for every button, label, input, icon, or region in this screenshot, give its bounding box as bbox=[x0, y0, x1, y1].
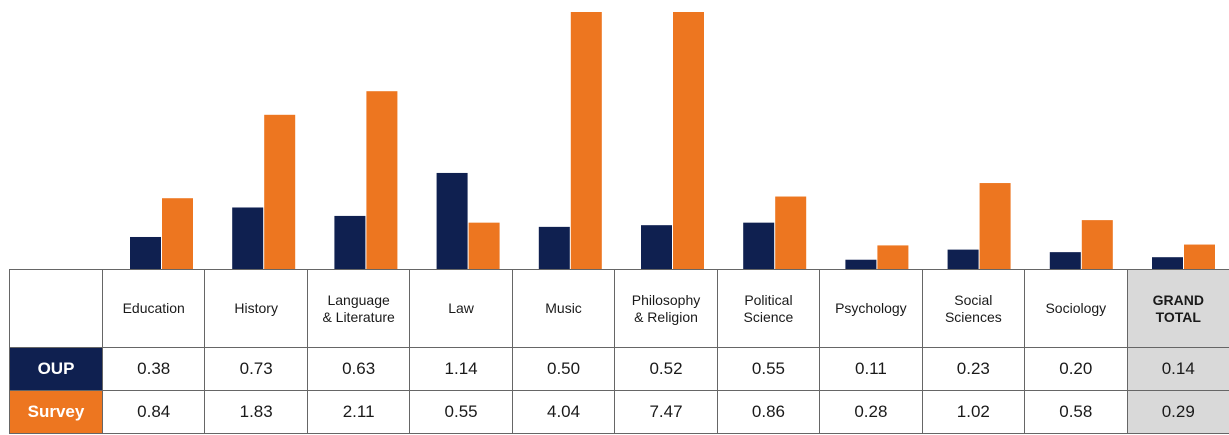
survey-bar bbox=[162, 198, 193, 269]
oup-value: 0.38 bbox=[101, 347, 206, 391]
oup-bar bbox=[947, 249, 979, 269]
legend-survey: Survey bbox=[9, 390, 103, 434]
oup-value: 0.20 bbox=[1024, 347, 1128, 391]
category-label: Social Sciences bbox=[921, 269, 1026, 348]
oup-bar bbox=[538, 226, 570, 269]
survey-value: 1.02 bbox=[921, 390, 1026, 434]
table-corner-cell bbox=[9, 269, 103, 348]
oup-value: 0.23 bbox=[921, 347, 1026, 391]
survey-value: 7.47 bbox=[614, 390, 718, 434]
oup-value: 0.11 bbox=[819, 347, 923, 391]
survey-bar bbox=[877, 245, 909, 269]
survey-value: 0.86 bbox=[716, 390, 821, 434]
oup-bar bbox=[130, 236, 161, 269]
category-label: Political Science bbox=[716, 269, 821, 348]
oup-bar bbox=[436, 172, 468, 269]
category-label: Education bbox=[101, 269, 206, 348]
oup-bar bbox=[1049, 252, 1081, 269]
category-label: Philosophy & Religion bbox=[614, 269, 718, 348]
oup-value: 0.50 bbox=[511, 347, 616, 391]
oup-row: OUP 0.38 0.73 0.63 1.14 0.50 0.52 0.55 0… bbox=[9, 347, 1229, 391]
survey-bar bbox=[1081, 220, 1113, 269]
category-label: Language & Literature bbox=[306, 269, 411, 348]
oup-bar bbox=[334, 215, 366, 269]
survey-bar bbox=[264, 114, 296, 269]
data-table: Education History Language & Literature L… bbox=[9, 269, 1229, 434]
survey-bar bbox=[366, 91, 398, 269]
oup-value: 0.52 bbox=[614, 347, 718, 391]
category-label: History bbox=[204, 269, 308, 348]
category-label: Sociology bbox=[1024, 269, 1128, 348]
survey-value: 2.11 bbox=[306, 390, 411, 434]
survey-grand-total-value: 0.29 bbox=[1126, 390, 1229, 434]
oup-bar bbox=[1152, 257, 1183, 269]
survey-value: 0.28 bbox=[819, 390, 923, 434]
survey-bar bbox=[979, 183, 1011, 269]
oup-grand-total-value: 0.14 bbox=[1126, 347, 1229, 391]
oup-bar bbox=[232, 207, 264, 269]
oup-bar bbox=[641, 225, 672, 269]
survey-bar bbox=[1184, 244, 1215, 269]
survey-value: 1.83 bbox=[204, 390, 308, 434]
survey-bar bbox=[468, 222, 500, 269]
category-label: Psychology bbox=[819, 269, 923, 348]
oup-value: 0.55 bbox=[716, 347, 821, 391]
bar-chart bbox=[130, 12, 1215, 269]
oup-value: 0.73 bbox=[204, 347, 308, 391]
survey-row: Survey 0.84 1.83 2.11 0.55 4.04 7.47 0.8… bbox=[9, 390, 1229, 434]
grand-total-label: GRAND TOTAL bbox=[1126, 269, 1229, 348]
survey-bar bbox=[570, 12, 602, 269]
oup-bar bbox=[743, 222, 775, 269]
oup-value: 0.63 bbox=[306, 347, 411, 391]
oup-value: 1.14 bbox=[409, 347, 513, 391]
survey-value: 0.84 bbox=[101, 390, 206, 434]
survey-value: 4.04 bbox=[511, 390, 616, 434]
legend-oup: OUP bbox=[9, 347, 103, 391]
category-label: Music bbox=[511, 269, 616, 348]
survey-bar bbox=[775, 196, 807, 269]
category-label: Law bbox=[409, 269, 513, 348]
oup-bar bbox=[845, 259, 877, 269]
survey-bar bbox=[673, 12, 704, 269]
category-header-row: Education History Language & Literature L… bbox=[9, 269, 1229, 348]
survey-value: 0.55 bbox=[409, 390, 513, 434]
survey-value: 0.58 bbox=[1024, 390, 1128, 434]
